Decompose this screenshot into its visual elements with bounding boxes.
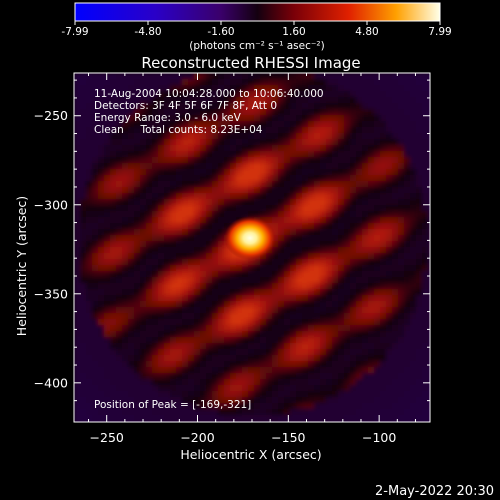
info-line-counts: Clean Total counts: 8.23E+04 [94,124,263,136]
y-tick-label: −350 [34,286,68,301]
colorbar-tick-label: -1.60 [207,26,234,38]
plot-title: Reconstructed RHESSI Image [141,54,360,72]
colorbar-gradient [74,2,441,22]
xray-image [74,73,430,422]
y-tick-label: −400 [34,375,68,390]
x-tick-label: −250 [90,430,124,445]
colorbar: -7.99 -4.80 -1.60 1.60 4.80 7.99 (photons cm⁻… [61,2,452,52]
colorbar-tick-label: 1.60 [282,26,305,38]
info-line-time: 11-Aug-2004 10:04:28.000 to 10:06:40.000 [94,88,324,100]
colorbar-tick-label: -7.99 [61,26,88,38]
x-axis-title: Heliocentric X (arcsec) [180,447,321,462]
colorbar-tick-label: -4.80 [134,26,161,38]
y-axis-ticks: −250 −300 −350 −400 [34,79,430,402]
peak-source [224,216,276,260]
info-line-detectors: Detectors: 3F 4F 5F 6F 7F 8F, Att 0 [94,100,277,112]
y-tick-label: −250 [34,108,68,123]
x-tick-label: −200 [180,430,214,445]
x-tick-label: −150 [271,430,305,445]
colorbar-tick-label: 4.80 [355,26,378,38]
colorbar-tick-label: 7.99 [428,26,451,38]
y-tick-label: −300 [34,197,68,212]
colorbar-ticks: -7.99 -4.80 -1.60 1.60 4.80 7.99 [61,21,452,38]
colorbar-units: (photons cm⁻² s⁻¹ asec⁻²) [189,40,324,52]
x-tick-label: −100 [362,430,396,445]
x-axis-ticks: −250 −200 −150 −100 [88,73,416,445]
info-block: 11-Aug-2004 10:04:28.000 to 10:06:40.000… [94,88,324,136]
footer-date: 2-May-2022 20:30 [375,484,494,499]
y-axis-title: Heliocentric Y (arcsec) [14,196,29,336]
info-line-energy: Energy Range: 3.0 - 6.0 keV [94,112,242,124]
peak-position-label: Position of Peak = [-169,-321] [94,399,251,411]
